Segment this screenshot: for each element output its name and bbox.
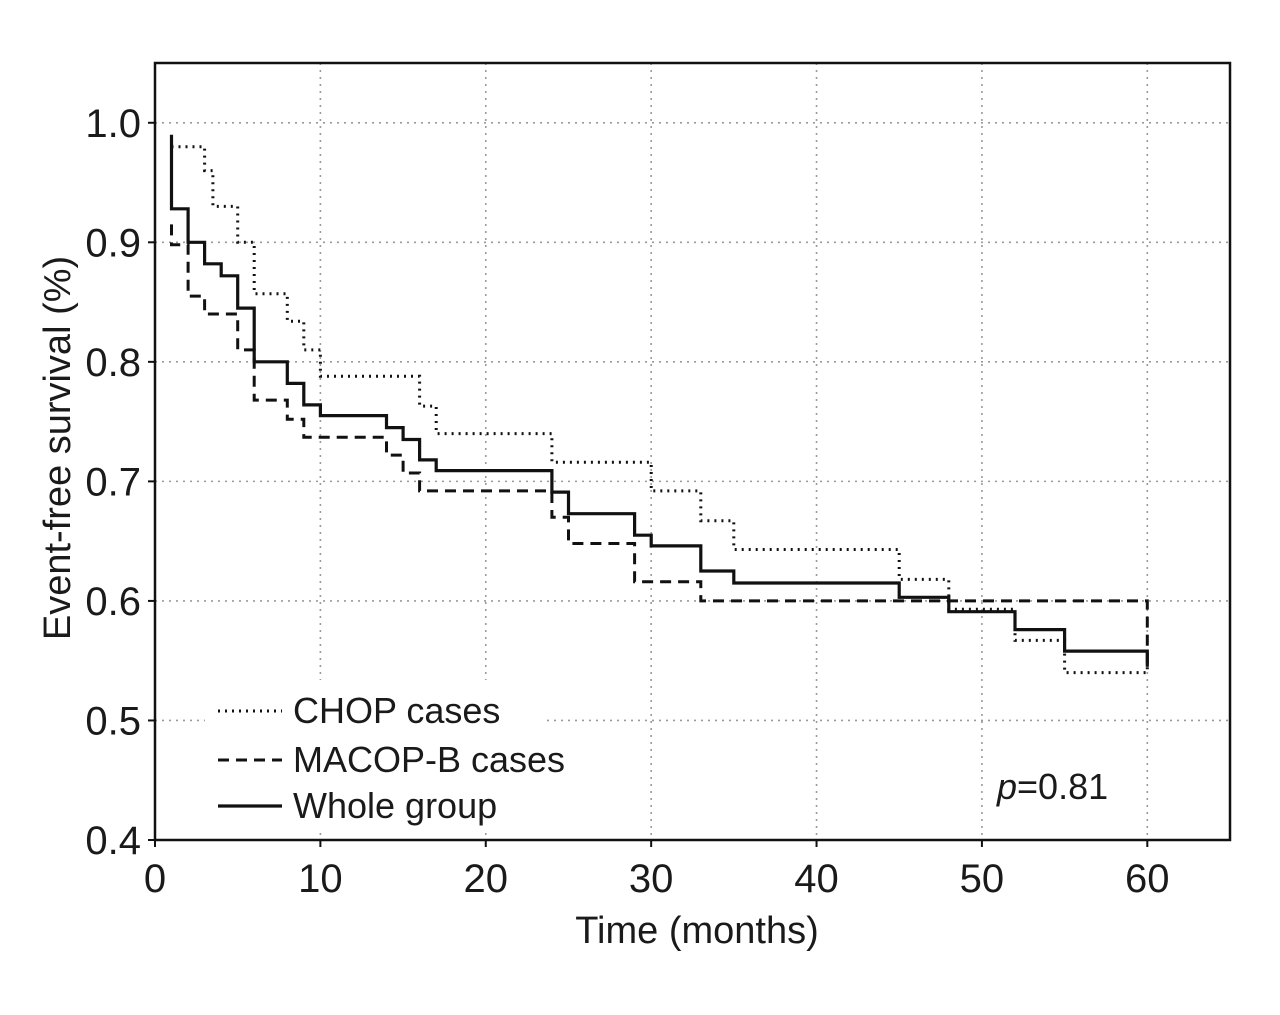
x-tick-label: 0 bbox=[144, 857, 166, 901]
legend: CHOP cases MACOP-B cases Whole group bbox=[205, 680, 565, 830]
x-tick-label: 20 bbox=[464, 857, 509, 901]
x-axis-title: Time (months) bbox=[575, 910, 819, 952]
x-tick-label: 40 bbox=[794, 857, 839, 901]
series-line-dashed bbox=[170, 224, 1149, 664]
legend-label-macop: MACOP-B cases bbox=[293, 739, 565, 780]
tick-layer: 0 10 20 30 40 50 60 0.4 0.5 0.6 0.7 0.8 0.9 1.0 bbox=[85, 102, 1169, 901]
series-line-solid bbox=[169, 134, 1149, 667]
x-tick-label: 30 bbox=[629, 857, 674, 901]
legend-label-whole: Whole group bbox=[293, 785, 497, 826]
y-tick-label: 1.0 bbox=[85, 102, 141, 146]
y-tick-label: 0.6 bbox=[85, 580, 141, 624]
y-tick-label: 0.8 bbox=[85, 341, 141, 385]
y-axis-title: Event-free survival (%) bbox=[37, 256, 79, 640]
legend-label-chop: CHOP cases bbox=[293, 690, 500, 731]
plot-frame bbox=[153, 61, 1232, 842]
y-tick-label: 0.7 bbox=[85, 460, 141, 504]
p-value-symbol: p bbox=[996, 766, 1017, 807]
x-tick-label: 50 bbox=[960, 857, 1005, 901]
y-tick-label: 0.4 bbox=[85, 819, 141, 863]
y-tick-label: 0.9 bbox=[85, 221, 141, 265]
x-tick-label: 60 bbox=[1125, 857, 1170, 901]
p-value-text: =0.81 bbox=[1017, 766, 1108, 807]
series-line-dotted bbox=[171, 145, 1149, 675]
p-value-annotation: p=0.81 bbox=[996, 766, 1108, 807]
y-tick-label: 0.5 bbox=[85, 699, 141, 743]
series-layer bbox=[169, 134, 1149, 675]
x-tick-label: 10 bbox=[298, 857, 343, 901]
